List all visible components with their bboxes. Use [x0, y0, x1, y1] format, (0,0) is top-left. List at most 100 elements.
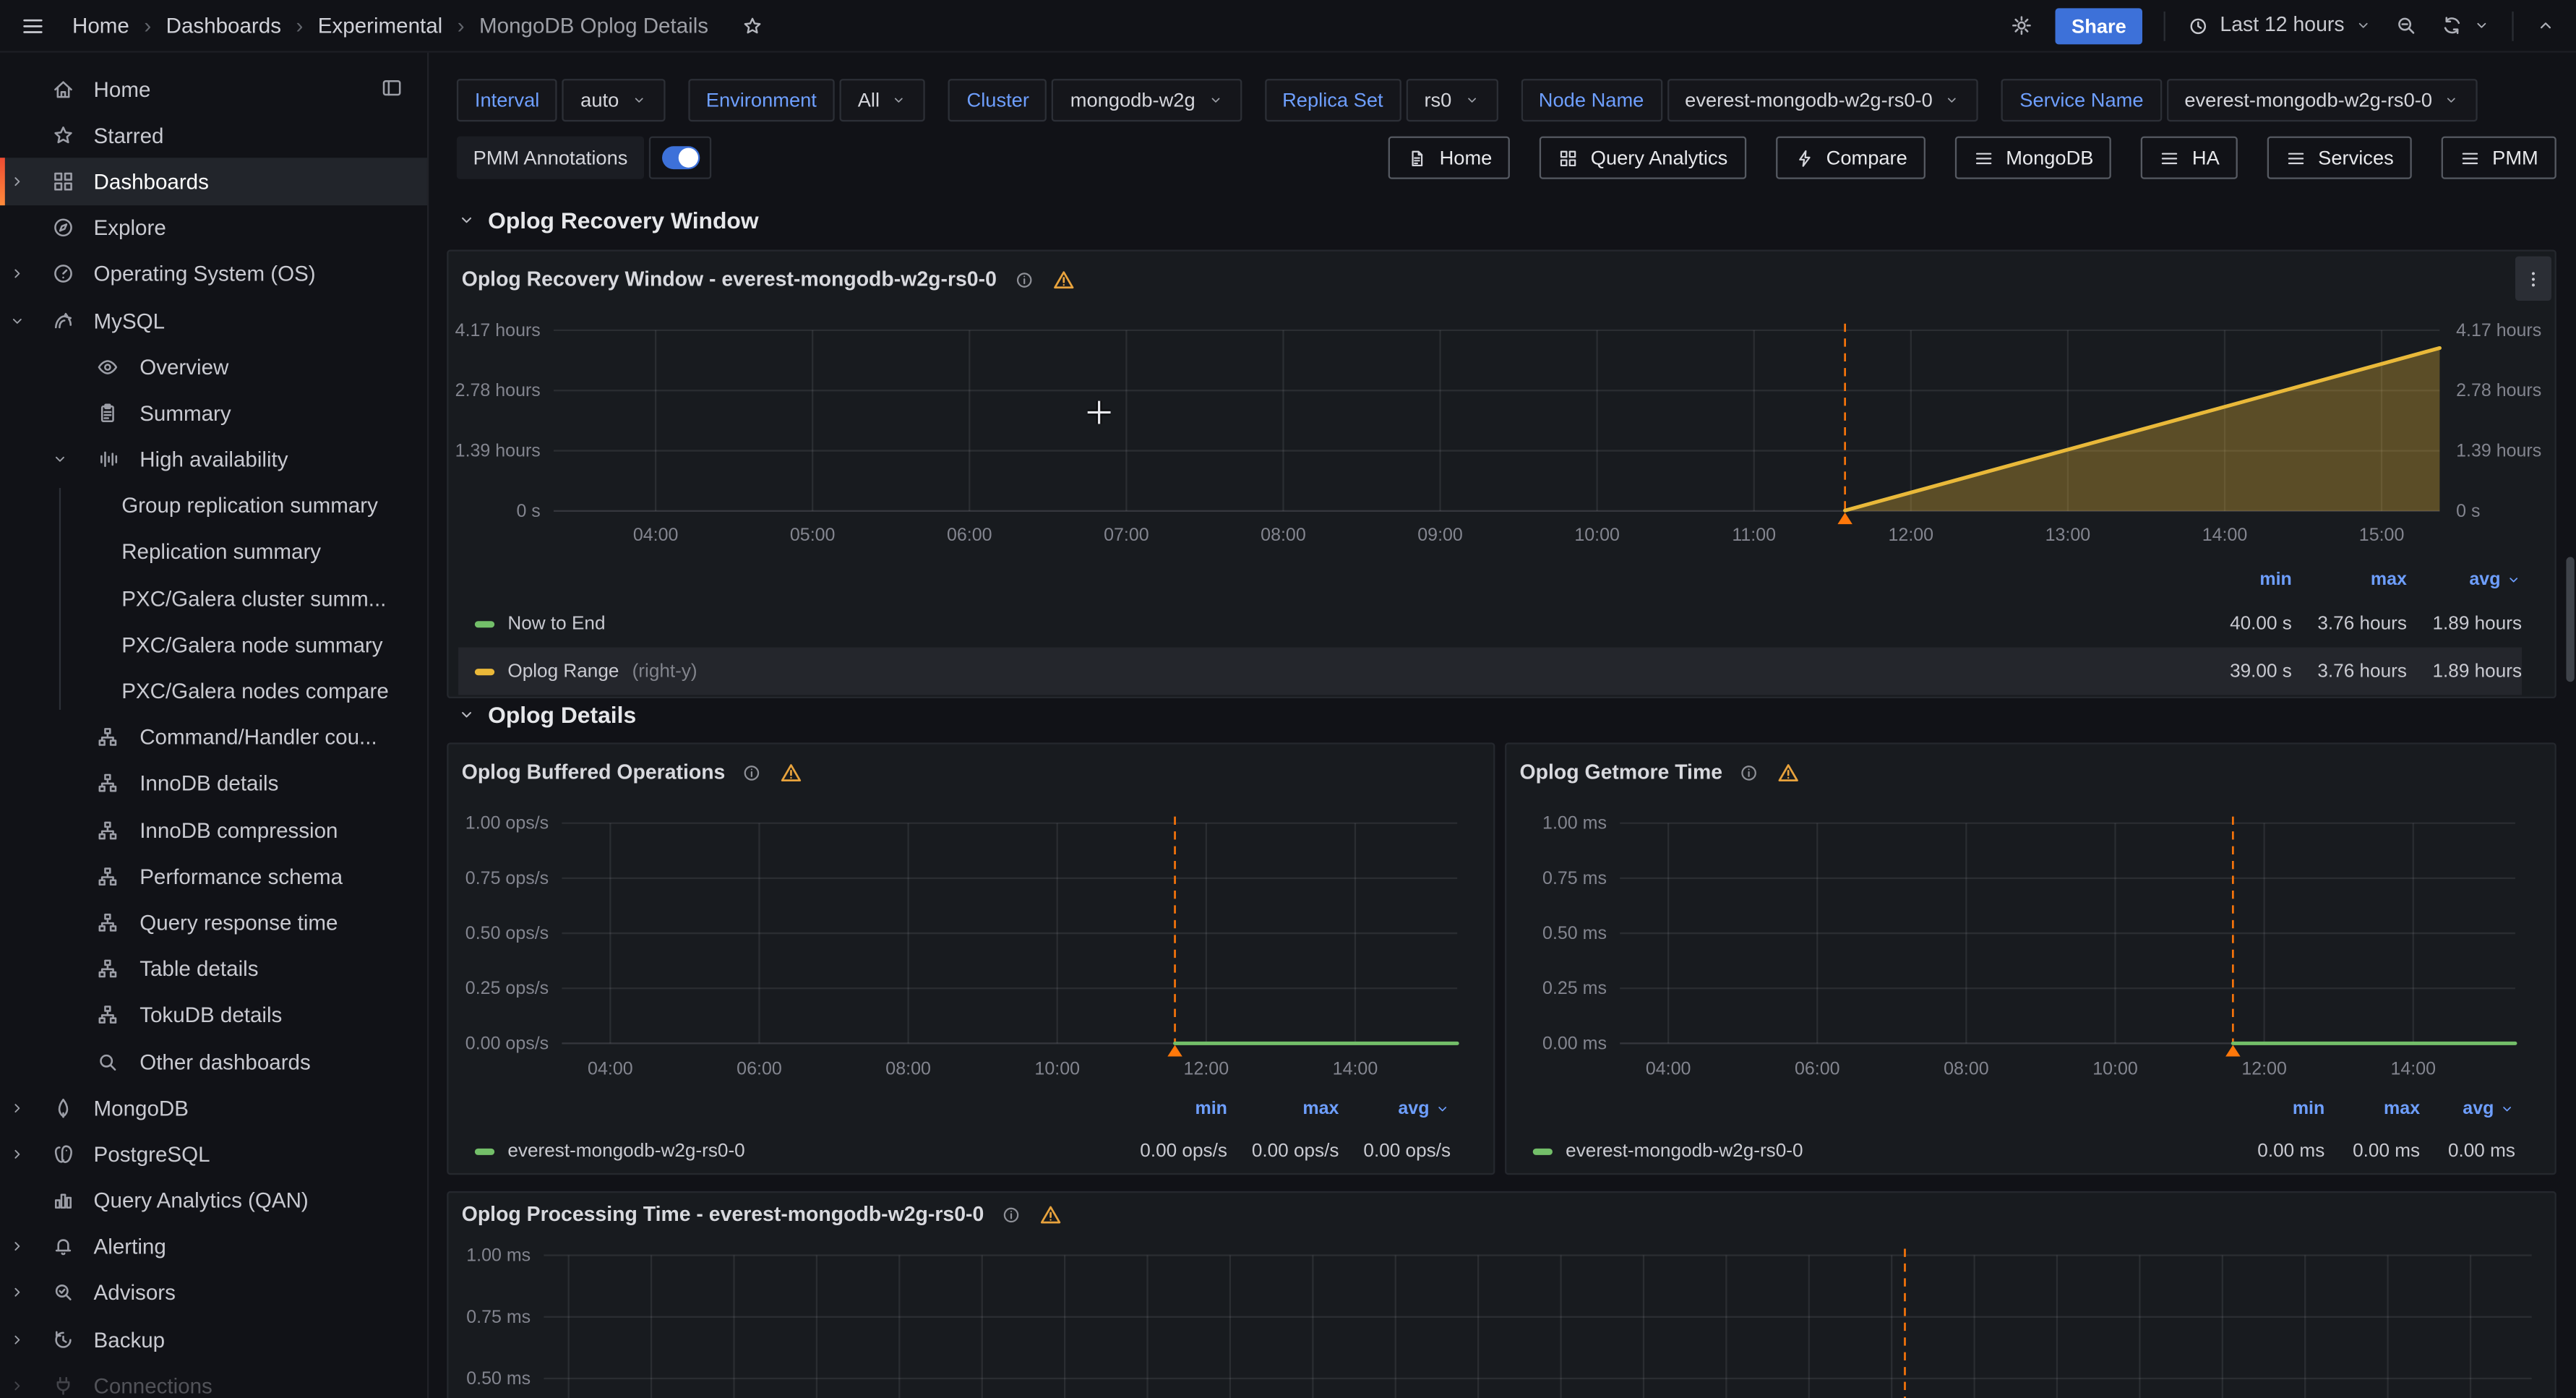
legend-sort-min[interactable]: min: [2229, 1099, 2324, 1119]
sidebar-item-advisors[interactable]: Advisors: [0, 1270, 427, 1316]
section-oplog-details[interactable]: Oplog Details: [457, 700, 636, 729]
variable-value-dropdown[interactable]: auto: [562, 79, 665, 121]
legend-series-toggle[interactable]: Now to End: [458, 614, 2177, 633]
favorite-star-icon[interactable]: [742, 14, 765, 37]
legend-row[interactable]: Oplog Range(right-y)39.00 s3.76 hours1.8…: [458, 648, 2522, 695]
sidebar-item-query-response-time[interactable]: Query response time: [0, 899, 427, 945]
legend-series-toggle[interactable]: everest-mongodb-w2g-rs0-0: [458, 1141, 1115, 1161]
legend-sort-max[interactable]: max: [1227, 1099, 1339, 1119]
variable-label[interactable]: Cluster: [949, 79, 1047, 121]
breadcrumb-item[interactable]: Dashboards: [166, 13, 281, 38]
variable-value-dropdown[interactable]: everest-mongodb-w2g-rs0-0: [1667, 79, 1978, 121]
sidebar-item-query-analytics-qan[interactable]: Query Analytics (QAN): [0, 1178, 427, 1224]
sidebar-item-table-details[interactable]: Table details: [0, 945, 427, 992]
chevron-right-icon[interactable]: [7, 1099, 26, 1117]
sidebar-item-connections[interactable]: Connections: [0, 1363, 427, 1398]
section-oplog-recovery-window[interactable]: Oplog Recovery Window: [457, 205, 759, 235]
legend-sort-min[interactable]: min: [2177, 570, 2292, 590]
legend-sort-avg[interactable]: avg: [2407, 570, 2522, 590]
warning-icon[interactable]: [779, 760, 804, 784]
pmm-annotations-toggle[interactable]: [649, 137, 711, 179]
sidebar-item-high-availability[interactable]: High availability: [0, 436, 427, 482]
info-icon[interactable]: [742, 762, 763, 784]
menu-icon[interactable]: [20, 12, 46, 38]
chevron-right-icon[interactable]: [7, 265, 26, 283]
legend-row[interactable]: Now to End40.00 s3.76 hours1.89 hours: [458, 600, 2522, 648]
legend-sort-avg[interactable]: avg: [1339, 1099, 1451, 1119]
time-range-picker[interactable]: Last 12 hours: [2187, 14, 2372, 38]
variable-value-dropdown[interactable]: mongodb-w2g: [1052, 79, 1242, 121]
breadcrumb-item[interactable]: Home: [72, 13, 129, 38]
dashboard-settings-icon[interactable]: [2009, 13, 2034, 38]
link-button-home[interactable]: Home: [1388, 137, 1510, 179]
chevron-down-icon[interactable]: [49, 450, 69, 468]
panel-menu-kebab-icon[interactable]: [2515, 257, 2551, 301]
zoom-out-icon[interactable]: [2394, 13, 2418, 38]
variable-value-dropdown[interactable]: rs0: [1406, 79, 1498, 121]
sidebar-item-overview[interactable]: Overview: [0, 343, 427, 390]
sidebar-item-postgresql[interactable]: PostgreSQL: [0, 1131, 427, 1178]
variable-value-dropdown[interactable]: everest-mongodb-w2g-rs0-0: [2166, 79, 2478, 121]
legend-row[interactable]: everest-mongodb-w2g-rs0-00.00 ms0.00 ms0…: [1516, 1129, 2515, 1173]
sidebar-item-pxc-galera-cluster-summ[interactable]: PXC/Galera cluster summ...: [0, 575, 427, 622]
link-button-compare[interactable]: Compare: [1775, 137, 1925, 179]
share-button[interactable]: Share: [2055, 7, 2142, 43]
collapse-caret-icon[interactable]: [2535, 14, 2556, 36]
sidebar-item-mongodb[interactable]: MongoDB: [0, 1084, 427, 1131]
sidebar-item-starred[interactable]: Starred: [0, 112, 427, 158]
sidebar-item-mysql[interactable]: MySQL: [0, 297, 427, 343]
panel-header[interactable]: Oplog Getmore Time: [1506, 745, 2554, 800]
chevron-right-icon[interactable]: [7, 1238, 26, 1256]
link-button-query-analytics[interactable]: Query Analytics: [1540, 137, 1746, 179]
sidebar-item-alerting[interactable]: Alerting: [0, 1224, 427, 1270]
info-icon[interactable]: [1000, 1204, 1022, 1225]
legend-series-toggle[interactable]: Oplog Range(right-y): [458, 661, 2177, 681]
panel-header[interactable]: Oplog Processing Time - everest-mongodb-…: [449, 1193, 2555, 1235]
chevron-right-icon[interactable]: [7, 1284, 26, 1302]
chevron-right-icon[interactable]: [7, 173, 26, 191]
variable-value-dropdown[interactable]: All: [840, 79, 926, 121]
legend-sort-min[interactable]: min: [1115, 1099, 1227, 1119]
warning-icon[interactable]: [1777, 760, 1801, 784]
link-button-ha[interactable]: HA: [2141, 137, 2237, 179]
variable-label[interactable]: Environment: [688, 79, 835, 121]
info-icon[interactable]: [1013, 269, 1035, 291]
sidebar-item-tokudb-details[interactable]: TokuDB details: [0, 992, 427, 1038]
sidebar-item-command-handler-cou[interactable]: Command/Handler cou...: [0, 714, 427, 760]
variable-label[interactable]: Service Name: [2001, 79, 2161, 121]
sidebar-item-operating-system-os[interactable]: Operating System (OS): [0, 251, 427, 297]
variable-label[interactable]: Interval: [457, 79, 557, 121]
sidebar-item-explore[interactable]: Explore: [0, 205, 427, 251]
chevron-down-icon[interactable]: [7, 312, 26, 330]
breadcrumb-item[interactable]: Experimental: [318, 13, 442, 38]
legend-series-toggle[interactable]: everest-mongodb-w2g-rs0-0: [1516, 1141, 2229, 1161]
sidebar-item-other-dashboards[interactable]: Other dashboards: [0, 1038, 427, 1084]
dock-menu-icon[interactable]: [379, 76, 404, 100]
sidebar-item-group-replication-summary[interactable]: Group replication summary: [0, 483, 427, 529]
chevron-right-icon[interactable]: [7, 1330, 26, 1348]
sidebar-item-replication-summary[interactable]: Replication summary: [0, 529, 427, 575]
legend-sort-max[interactable]: max: [2324, 1099, 2420, 1119]
warning-icon[interactable]: [1038, 1202, 1062, 1227]
chevron-right-icon[interactable]: [7, 1145, 26, 1163]
panel-header[interactable]: Oplog Buffered Operations: [449, 745, 1494, 800]
legend-sort-avg[interactable]: avg: [2420, 1099, 2515, 1119]
info-icon[interactable]: [1739, 762, 1761, 784]
link-button-mongodb[interactable]: MongoDB: [1955, 137, 2112, 179]
variable-label[interactable]: Node Name: [1521, 79, 1662, 121]
sidebar-item-dashboards[interactable]: Dashboards: [0, 158, 427, 205]
link-button-services[interactable]: Services: [2267, 137, 2412, 179]
legend-row[interactable]: everest-mongodb-w2g-rs0-00.00 ops/s0.00 …: [458, 1129, 1451, 1173]
sidebar-item-innodb-details[interactable]: InnoDB details: [0, 760, 427, 807]
refresh-button[interactable]: [2439, 13, 2490, 38]
legend-sort-max[interactable]: max: [2292, 570, 2407, 590]
link-button-pmm[interactable]: PMM: [2442, 137, 2556, 179]
sidebar-item-pxc-galera-nodes-compare[interactable]: PXC/Galera nodes compare: [0, 668, 427, 714]
sidebar-item-innodb-compression[interactable]: InnoDB compression: [0, 807, 427, 853]
chevron-right-icon[interactable]: [7, 1376, 26, 1394]
sidebar-item-backup[interactable]: Backup: [0, 1316, 427, 1363]
sidebar-item-home[interactable]: Home: [0, 66, 427, 112]
variable-label[interactable]: Replica Set: [1264, 79, 1401, 121]
sidebar-item-performance-schema[interactable]: Performance schema: [0, 853, 427, 899]
sidebar-item-summary[interactable]: Summary: [0, 390, 427, 436]
